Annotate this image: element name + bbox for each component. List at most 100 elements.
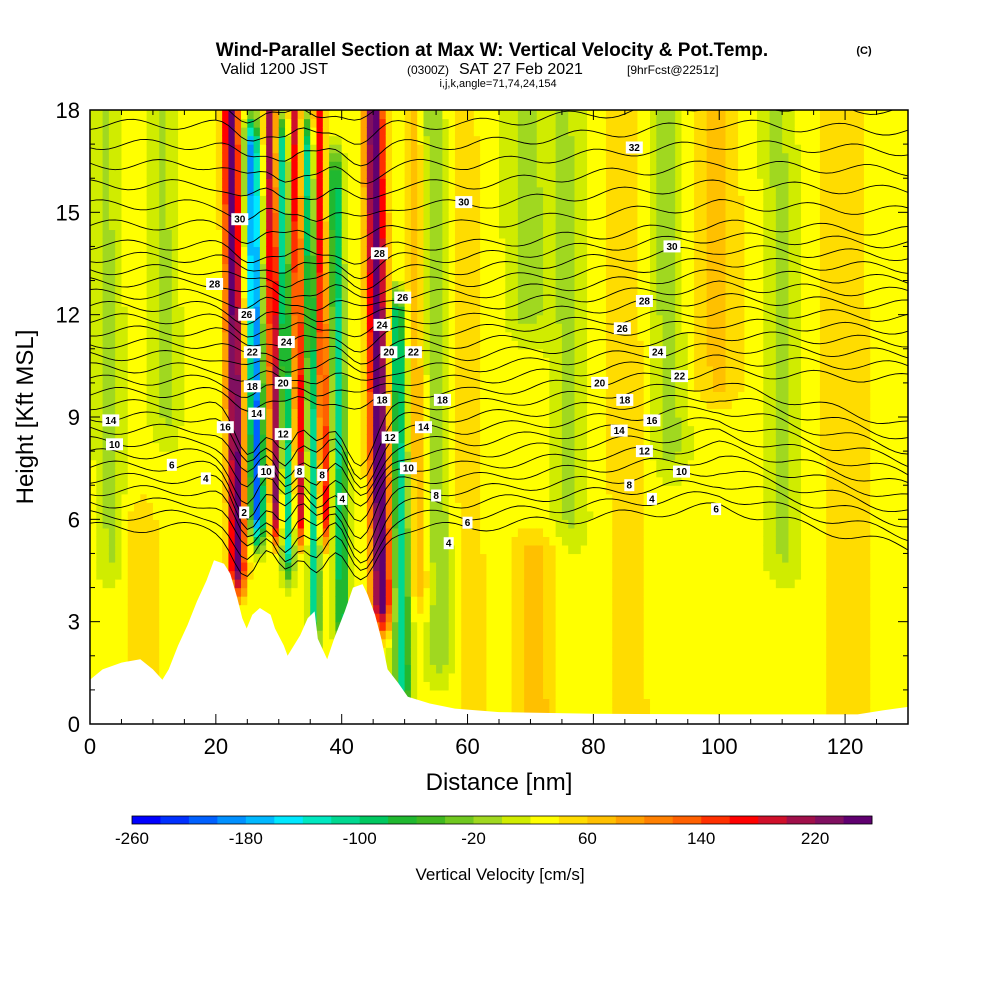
field-cell [366, 144, 374, 154]
field-cell [146, 399, 154, 410]
field-cell [423, 664, 431, 674]
field-cell [379, 237, 387, 248]
field-cell [303, 314, 311, 324]
field-cell [297, 527, 305, 537]
field-cell [454, 553, 462, 563]
field-cell [410, 613, 418, 623]
field-cell [499, 510, 506, 520]
field-cell [291, 195, 299, 205]
field-cell [410, 417, 418, 427]
field-cell [159, 613, 167, 623]
field-cell [442, 169, 450, 179]
field-cell [341, 246, 349, 256]
field-cell [228, 306, 236, 316]
field-cell [392, 178, 399, 188]
field-cell [461, 357, 469, 367]
field-cell [134, 306, 141, 316]
field-cell [90, 536, 97, 546]
field-cell [310, 510, 318, 520]
field-cell [467, 587, 475, 597]
field-cell [272, 220, 280, 230]
field-cell [492, 604, 500, 614]
field-cell [310, 417, 318, 427]
field-cell [329, 451, 336, 461]
field-cell [448, 161, 456, 171]
field-cell [152, 246, 160, 256]
field-cell [385, 263, 393, 273]
field-cell [492, 178, 500, 188]
field-cell [96, 135, 104, 145]
field-cell [448, 169, 456, 179]
field-cell [291, 502, 299, 512]
field-cell [96, 561, 104, 572]
field-cell [272, 186, 280, 196]
field-cell [492, 638, 500, 648]
field-cell [499, 399, 506, 410]
field-cell [140, 118, 148, 128]
field-cell [90, 476, 97, 486]
field-cell [247, 220, 255, 230]
field-cell [140, 229, 148, 239]
field-cell [184, 570, 192, 580]
field-cell [486, 604, 494, 614]
field-cell [505, 169, 513, 179]
field-cell [285, 254, 292, 265]
field-cell [373, 434, 381, 444]
field-cell [127, 357, 135, 367]
field-cell [461, 417, 469, 427]
field-cell [429, 382, 437, 393]
field-cell [480, 212, 488, 222]
field-cell [379, 459, 387, 469]
field-cell [410, 502, 418, 512]
field-cell [467, 527, 475, 537]
field-cell [499, 331, 506, 341]
field-cell [115, 391, 123, 401]
field-cell [517, 280, 525, 290]
field-cell [429, 399, 437, 410]
field-cell [486, 314, 494, 324]
field-cell [499, 621, 506, 631]
field-cell [486, 638, 494, 648]
field-cell [316, 561, 324, 572]
field-cell [184, 468, 192, 478]
field-cell [511, 280, 519, 290]
field-cell [190, 110, 198, 120]
field-cell [184, 536, 192, 546]
field-cell [511, 144, 519, 154]
field-cell [454, 374, 462, 384]
field-cell [341, 374, 349, 384]
field-cell [410, 263, 418, 273]
field-cell [436, 613, 443, 623]
field-cell [127, 306, 135, 316]
field-cell [253, 365, 261, 375]
field-cell [322, 553, 330, 563]
field-cell [152, 596, 160, 606]
field-cell [423, 553, 431, 563]
field-cell [499, 212, 506, 222]
field-cell [234, 144, 242, 154]
field-cell [247, 280, 255, 290]
field-cell [347, 186, 355, 196]
field-cell [505, 127, 513, 137]
field-cell [354, 408, 362, 418]
field-cell [259, 604, 267, 614]
field-cell [215, 229, 223, 239]
field-cell [303, 365, 311, 375]
field-cell [454, 579, 462, 589]
field-cell [102, 289, 110, 299]
field-cell [392, 408, 399, 418]
field-cell [278, 510, 286, 520]
field-cell [442, 681, 450, 691]
field-cell [467, 297, 475, 307]
field-cell [492, 110, 500, 120]
field-cell [322, 587, 330, 597]
field-cell [423, 263, 431, 273]
field-cell [417, 135, 425, 145]
field-cell [196, 229, 204, 239]
field-cell [505, 340, 513, 350]
field-cell [234, 459, 242, 469]
field-cell [310, 399, 318, 410]
field-cell [354, 493, 362, 503]
field-cell [505, 365, 513, 375]
field-cell [96, 502, 104, 512]
